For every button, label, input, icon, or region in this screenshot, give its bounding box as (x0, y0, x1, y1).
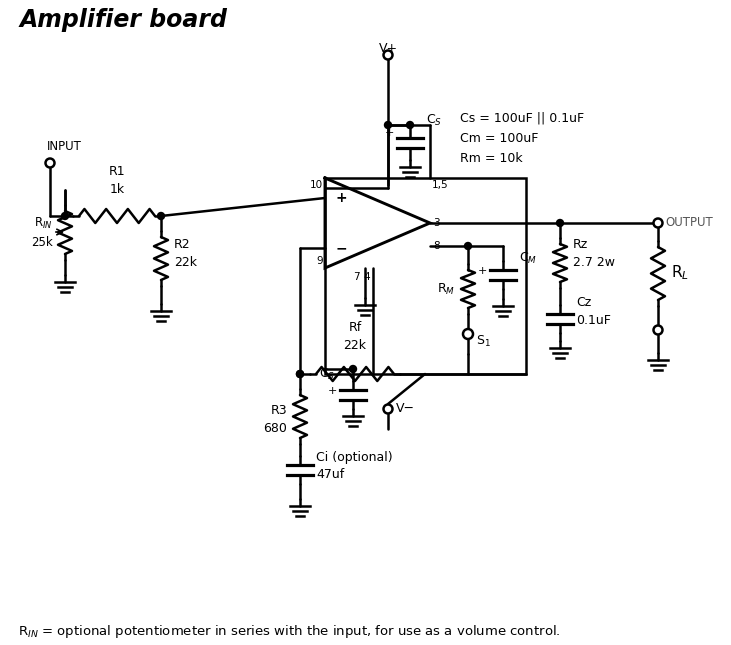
Text: 8: 8 (433, 241, 439, 251)
Text: OUTPUT: OUTPUT (665, 217, 713, 230)
Circle shape (654, 326, 662, 335)
Text: R2
22k: R2 22k (174, 239, 197, 270)
Text: V+: V+ (379, 42, 398, 55)
Text: INPUT: INPUT (47, 140, 82, 153)
Circle shape (384, 50, 393, 59)
Text: C$_M$: C$_M$ (519, 250, 537, 266)
Text: R$_M$: R$_M$ (437, 281, 455, 297)
Text: Rf
22k: Rf 22k (344, 321, 366, 352)
Text: Cs = 100uF || 0.1uF
Cm = 100uF
Rm = 10k: Cs = 100uF || 0.1uF Cm = 100uF Rm = 10k (460, 112, 584, 165)
Text: 3: 3 (433, 218, 439, 228)
Circle shape (297, 370, 303, 377)
Text: Amplifier board: Amplifier board (20, 8, 228, 32)
Text: 9: 9 (317, 256, 323, 266)
Circle shape (349, 366, 357, 373)
Circle shape (556, 219, 564, 226)
Circle shape (61, 212, 69, 219)
Text: 7: 7 (353, 272, 360, 282)
Text: +: + (477, 266, 487, 276)
Text: S$_1$: S$_1$ (476, 333, 491, 348)
Text: +: + (336, 191, 346, 205)
Circle shape (45, 159, 55, 168)
Text: Rz
2.7 2w: Rz 2.7 2w (573, 237, 615, 268)
Text: 4: 4 (363, 272, 370, 282)
Circle shape (463, 329, 473, 339)
Text: Ci (optional)
47uf: Ci (optional) 47uf (316, 450, 393, 482)
Text: R$_{IN}$
25k: R$_{IN}$ 25k (31, 215, 53, 248)
Circle shape (297, 370, 303, 377)
Circle shape (384, 404, 393, 413)
Circle shape (654, 219, 662, 228)
Text: 1,5: 1,5 (432, 180, 449, 190)
Text: C$_S$: C$_S$ (319, 366, 335, 382)
Circle shape (406, 121, 414, 128)
Circle shape (464, 243, 471, 250)
Text: R$_{IN}$ = optional potentiometer in series with the input, for use as a volume : R$_{IN}$ = optional potentiometer in ser… (18, 624, 561, 640)
Text: −: − (336, 241, 346, 255)
Text: C$_S$: C$_S$ (426, 112, 442, 128)
Text: R$_L$: R$_L$ (671, 264, 689, 283)
Text: R1
1k: R1 1k (109, 165, 125, 196)
Circle shape (157, 212, 164, 219)
Text: 10: 10 (310, 180, 323, 190)
Circle shape (385, 121, 392, 128)
Text: R3
680: R3 680 (263, 404, 287, 435)
Text: V−: V− (396, 402, 415, 415)
Text: Cz
0.1uF: Cz 0.1uF (576, 295, 611, 326)
Text: +: + (327, 386, 337, 396)
Text: +: + (385, 128, 394, 138)
